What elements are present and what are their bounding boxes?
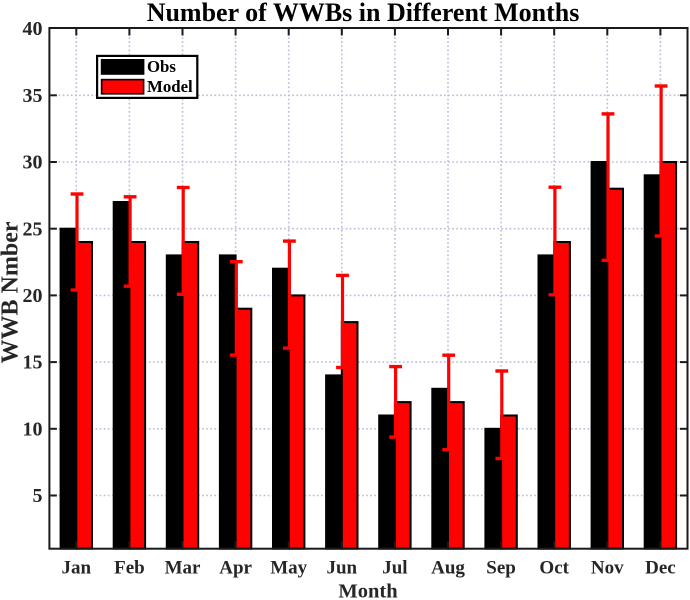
svg-text:30: 30 (23, 152, 43, 174)
svg-text:Model: Model (147, 77, 193, 96)
svg-text:Jan: Jan (62, 558, 92, 579)
svg-text:15: 15 (23, 352, 43, 374)
svg-text:Jul: Jul (382, 558, 407, 579)
svg-text:May: May (270, 558, 307, 579)
svg-text:25: 25 (23, 218, 43, 240)
svg-text:Mar: Mar (165, 558, 201, 579)
svg-text:20: 20 (23, 285, 43, 307)
svg-text:Feb: Feb (114, 558, 145, 579)
svg-text:WWB Nmber: WWB Nmber (0, 221, 24, 363)
svg-text:Sep: Sep (486, 558, 516, 579)
svg-text:Nov: Nov (591, 558, 624, 579)
svg-text:Dec: Dec (645, 558, 676, 579)
svg-text:Aug: Aug (431, 558, 465, 579)
svg-text:5: 5 (33, 485, 43, 507)
svg-text:Oct: Oct (539, 558, 569, 579)
svg-text:10: 10 (23, 418, 43, 440)
svg-text:Apr: Apr (219, 558, 252, 579)
svg-text:Month: Month (338, 580, 398, 600)
svg-text:40: 40 (23, 18, 43, 40)
svg-text:35: 35 (23, 85, 43, 107)
svg-text:Obs: Obs (147, 57, 176, 76)
svg-text:Number of WWBs in Different Mo: Number of WWBs in Different Months (147, 0, 580, 27)
svg-text:Jun: Jun (326, 558, 357, 579)
